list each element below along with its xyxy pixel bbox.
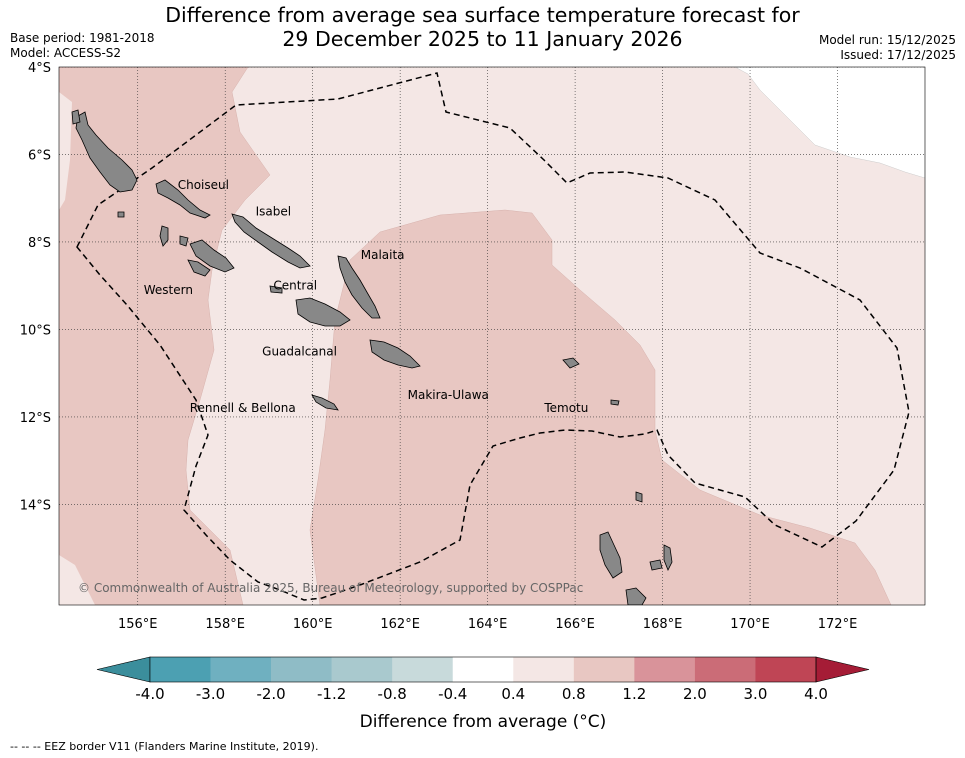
island-makira <box>369 339 421 369</box>
province-label: Western <box>144 283 193 297</box>
colorbar-extend-low <box>96 656 151 683</box>
island-ambae <box>649 559 663 571</box>
province-label: Isabel <box>256 204 291 218</box>
lon-tick-label: 168°E <box>643 617 683 632</box>
colorbar-tick-label: 4.0 <box>804 685 828 703</box>
island-choiseul <box>155 179 211 219</box>
anomaly-light-west <box>59 92 72 210</box>
colorbar-segment <box>755 657 817 682</box>
colorbar-frame <box>149 656 817 683</box>
colorbar-tick-label: 3.0 <box>744 685 768 703</box>
island-isabel <box>231 213 311 269</box>
colorbar-tick-label: 2.0 <box>683 685 707 703</box>
model-run: Model run: 15/12/2025 <box>818 33 956 47</box>
province-label: Guadalcanal <box>262 344 337 358</box>
lon-tick-label: 158°E <box>205 617 245 632</box>
lat-tick-label: 6°S <box>28 148 51 163</box>
issued-date: Issued: 17/12/2025 <box>840 48 956 62</box>
run-info: Model run: 15/12/2025 Issued: 17/12/2025 <box>819 33 956 63</box>
map-frame <box>58 66 926 606</box>
colorbar-tick-label: 1.2 <box>622 685 646 703</box>
eez-border <box>76 72 910 601</box>
copyright-notice: © Commonwealth of Australia 2025, Bureau… <box>78 581 583 595</box>
colorbar-segment <box>452 657 514 682</box>
colorbar-tick-label: 0.4 <box>501 685 525 703</box>
anomaly-region-west <box>59 67 271 605</box>
colorbar-segment <box>210 657 272 682</box>
island-rendova <box>187 259 211 277</box>
island-shortland <box>71 109 81 125</box>
island-vella-lavella <box>159 225 169 247</box>
lat-tick-label: 4°S <box>28 61 51 76</box>
colorbar-segment <box>150 657 211 682</box>
islands <box>71 109 673 605</box>
colorbar-segment <box>392 657 454 682</box>
island-choiseul-west <box>75 111 138 193</box>
lon-tick-label: 160°E <box>293 617 333 632</box>
anomaly-region-central <box>309 209 892 605</box>
base-period: Base period: 1981-2018 <box>10 31 155 45</box>
island-florida <box>269 285 283 294</box>
province-label: Choiseul <box>178 178 229 192</box>
island-santa-cruz <box>562 357 580 369</box>
colorbar-tick-label: 0.8 <box>562 685 586 703</box>
latitude-ticks: 4°S 6°S 8°S 10°S 12°S 14°S <box>20 61 51 513</box>
colorbar-segment <box>694 657 756 682</box>
title-line-2: 29 December 2025 to 11 January 2026 <box>282 27 683 51</box>
island-vanikoro <box>610 399 620 406</box>
model-info: Base period: 1981-2018 Model: ACCESS-S2 <box>10 31 155 61</box>
province-label: Temotu <box>543 401 588 415</box>
province-label: Central <box>273 279 317 293</box>
chart-title: Difference from average sea surface temp… <box>0 3 965 51</box>
map-area: Choiseul Isabel Malaita Western Central Guada… <box>59 67 925 605</box>
longitude-ticks: 156°E 158°E 160°E 162°E 164°E 166°E 168°E 170°E… <box>118 617 857 632</box>
province-label: Makira-Ulawa <box>408 388 489 402</box>
nodata-region <box>734 67 925 179</box>
lon-tick-label: 170°E <box>730 617 770 632</box>
island-malaita <box>337 255 381 319</box>
island-espiritu-santo <box>599 531 623 579</box>
colorbar-tick-label: -1.2 <box>317 685 346 703</box>
colorbar-segment <box>271 657 332 682</box>
lat-tick-label: 8°S <box>28 236 51 251</box>
island-new-georgia <box>189 239 235 273</box>
province-label: Rennell & Bellona <box>190 401 296 415</box>
colorbar-tick-label: -0.4 <box>438 685 467 703</box>
colorbar: -4.0 -3.0 -2.0 -1.2 -0.8 -0.4 0.4 0.8 1.2 2.0 3.0 4… <box>96 656 870 703</box>
colorbar-tick-label: -0.8 <box>378 685 407 703</box>
colorbar-segment <box>513 657 575 682</box>
province-labels: Choiseul Isabel Malaita Western Central Guada… <box>144 178 589 415</box>
lon-tick-label: 172°E <box>818 617 858 632</box>
colorbar-tick-label: -4.0 <box>135 685 164 703</box>
colorbar-tick-label: -3.0 <box>196 685 225 703</box>
island-guadalcanal <box>295 297 351 327</box>
lat-tick-label: 10°S <box>20 323 51 338</box>
colorbar-segment <box>331 657 393 682</box>
colorbar-extend-high <box>815 656 870 683</box>
lon-tick-label: 164°E <box>468 617 508 632</box>
island-malekula <box>625 587 647 605</box>
colorbar-label: Difference from average (°C) <box>360 712 607 732</box>
title-line-1: Difference from average sea surface temp… <box>165 3 800 27</box>
lon-tick-label: 156°E <box>118 617 158 632</box>
island-rennell <box>311 394 339 411</box>
colorbar-segment <box>573 657 635 682</box>
colorbar-segment <box>634 657 696 682</box>
lat-tick-label: 14°S <box>20 498 51 513</box>
lon-tick-label: 166°E <box>555 617 595 632</box>
lon-tick-label: 162°E <box>380 617 420 632</box>
province-label: Malaita <box>361 248 405 262</box>
colorbar-tick-label: -2.0 <box>256 685 285 703</box>
model-name: Model: ACCESS-S2 <box>10 46 122 60</box>
anomaly-light-sw <box>59 555 95 605</box>
island-treasury <box>117 211 125 218</box>
lat-tick-label: 12°S <box>20 411 51 426</box>
island-maewo <box>663 544 673 571</box>
island-kolombangara <box>179 235 189 247</box>
island-torres <box>635 491 643 503</box>
eez-legend-note: -- -- -- EEZ border V11 (Flanders Marine… <box>10 740 319 753</box>
